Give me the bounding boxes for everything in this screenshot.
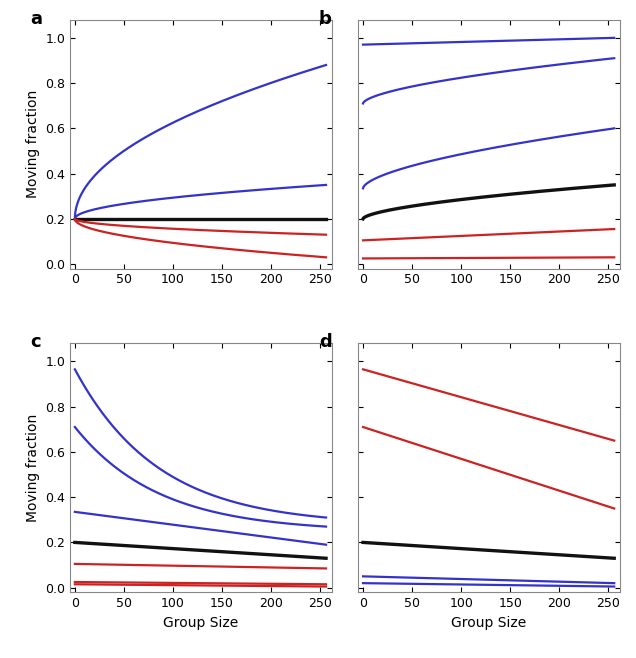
Text: a: a: [31, 10, 43, 28]
X-axis label: Group Size: Group Size: [163, 616, 238, 630]
Y-axis label: Moving fraction: Moving fraction: [25, 414, 39, 522]
Text: c: c: [31, 334, 41, 351]
Y-axis label: Moving fraction: Moving fraction: [25, 90, 39, 198]
X-axis label: Group Size: Group Size: [452, 616, 527, 630]
Text: b: b: [319, 10, 332, 28]
Text: d: d: [319, 334, 331, 351]
